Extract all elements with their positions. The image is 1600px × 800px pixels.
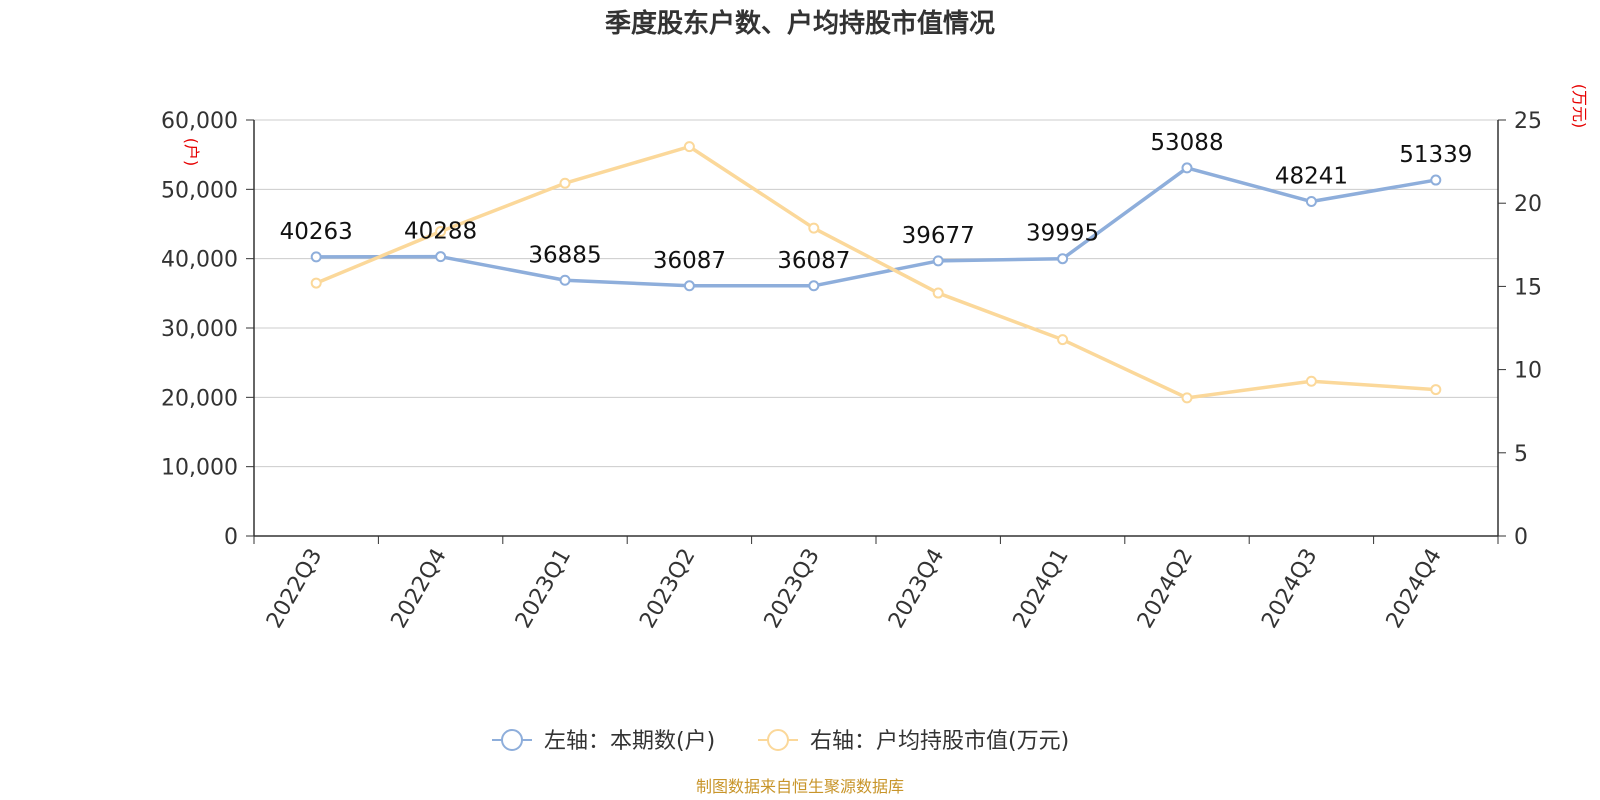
right-axis-tick-label: 20 bbox=[1514, 192, 1542, 217]
left-axis-tick-label: 50,000 bbox=[161, 178, 238, 203]
data-label: 36087 bbox=[653, 248, 726, 274]
data-label: 39677 bbox=[902, 223, 975, 249]
grid bbox=[254, 119, 1498, 468]
x-axis-label: 2023Q3 bbox=[760, 545, 825, 633]
data-label: 36885 bbox=[528, 242, 601, 268]
left-axis-tick-label: 30,000 bbox=[161, 317, 238, 342]
left-axis-unit: (户) bbox=[182, 138, 201, 167]
data-label: 39995 bbox=[1026, 221, 1099, 247]
series-point-right bbox=[1057, 334, 1069, 346]
legend-item-left[interactable]: 左轴：本期数(户) bbox=[492, 729, 715, 754]
data-labels: 40263 40288 36885 36087 36087 39677 39995 53088… bbox=[280, 130, 1473, 274]
series-point-left bbox=[1057, 253, 1069, 265]
x-axis-label: 2024Q1 bbox=[1008, 545, 1073, 633]
series-point-right bbox=[559, 177, 571, 189]
right-axis-tick-label: 5 bbox=[1514, 442, 1528, 467]
x-axis-label: 2024Q2 bbox=[1133, 545, 1198, 633]
left-axis-tick-label: 0 bbox=[224, 525, 238, 550]
legend-label-right: 右轴：户均持股市值(万元) bbox=[810, 729, 1069, 754]
series-point-right bbox=[435, 225, 447, 237]
right-axis-tick-label: 15 bbox=[1514, 275, 1542, 300]
series-point-left bbox=[683, 280, 695, 292]
x-axis-label: 2023Q2 bbox=[635, 545, 700, 633]
left-axis-tick-label: 60,000 bbox=[161, 109, 238, 134]
left-axis-tick-label: 20,000 bbox=[161, 386, 238, 411]
x-axis-label: 2022Q3 bbox=[262, 545, 327, 633]
legend-label-left: 左轴：本期数(户) bbox=[544, 729, 715, 754]
legend-marker-left bbox=[501, 729, 523, 751]
x-axis-label: 2024Q4 bbox=[1382, 545, 1447, 633]
series-point-left bbox=[559, 274, 571, 286]
series-point-left bbox=[1181, 162, 1193, 174]
series-point-right bbox=[932, 287, 944, 299]
data-label: 48241 bbox=[1275, 164, 1348, 190]
data-label: 53088 bbox=[1150, 130, 1223, 156]
series-line-left bbox=[316, 166, 1437, 288]
series-layer bbox=[310, 141, 1442, 404]
series-line-right bbox=[315, 144, 1436, 400]
series-point-right bbox=[1305, 375, 1317, 387]
source-note: 制图数据来自恒生聚源数据库 bbox=[696, 777, 904, 796]
right-axis-tick-label: 0 bbox=[1514, 525, 1528, 550]
legend-item-right[interactable]: 右轴：户均持股市值(万元) bbox=[758, 729, 1069, 754]
right-axis-unit: (万元) bbox=[1570, 84, 1589, 129]
left-axis-tick-label: 10,000 bbox=[161, 456, 238, 481]
series-point-right bbox=[683, 141, 695, 153]
series-point-right bbox=[310, 277, 322, 289]
series-point-left bbox=[1430, 174, 1442, 186]
data-label: 51339 bbox=[1399, 142, 1472, 168]
series-point-right bbox=[1430, 384, 1442, 396]
right-axis-tick-label: 10 bbox=[1514, 359, 1542, 384]
legend: 左轴：本期数(户) 右轴：户均持股市值(万元) bbox=[492, 729, 1069, 754]
x-axis-label: 2023Q1 bbox=[511, 545, 576, 633]
x-axis-label: 2024Q3 bbox=[1257, 545, 1322, 633]
data-label: 40288 bbox=[404, 219, 477, 245]
x-axis-label: 2022Q4 bbox=[386, 545, 451, 633]
data-label: 40263 bbox=[280, 219, 353, 245]
x-axis-label: 2023Q4 bbox=[884, 544, 949, 632]
series-point-left bbox=[1305, 196, 1317, 208]
series-point-right bbox=[808, 222, 820, 234]
data-label: 36087 bbox=[777, 248, 850, 274]
series-point-left bbox=[808, 280, 820, 292]
left-axis-tick-label: 40,000 bbox=[161, 248, 238, 273]
series-point-left bbox=[310, 251, 322, 263]
chart-title: 季度股东户数、户均持股市值情况 bbox=[605, 8, 995, 39]
series-point-left bbox=[932, 255, 944, 267]
series-point-left bbox=[435, 251, 447, 263]
series-point-right bbox=[1181, 392, 1193, 404]
legend-marker-right bbox=[767, 729, 789, 751]
right-axis-tick-label: 25 bbox=[1514, 109, 1542, 134]
